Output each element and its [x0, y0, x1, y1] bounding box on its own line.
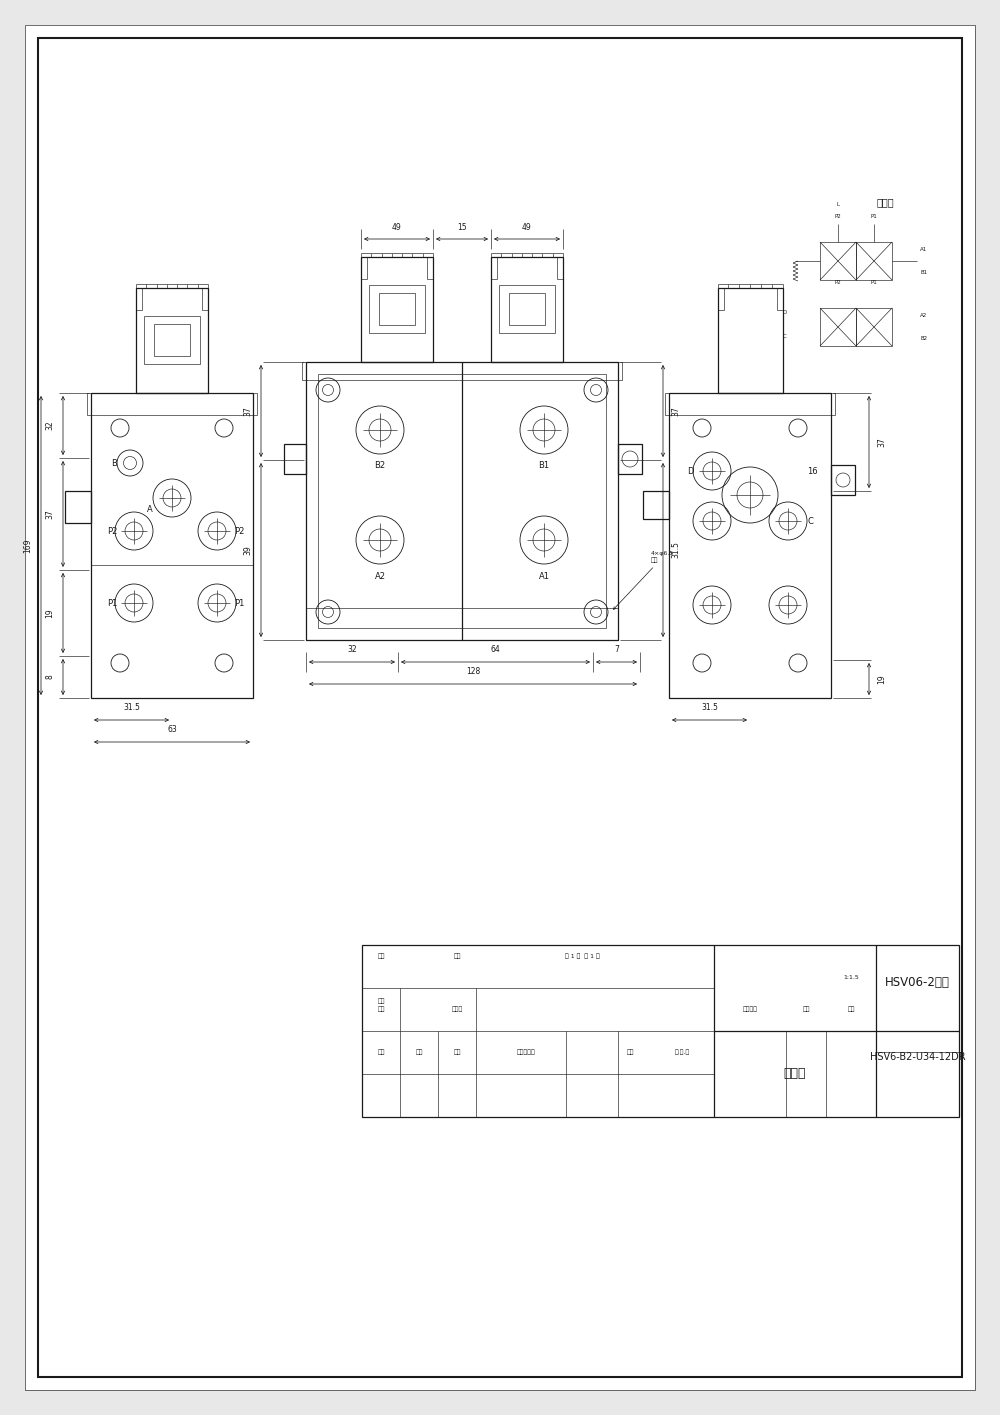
Text: B: B: [111, 458, 117, 467]
Text: 19: 19: [878, 674, 887, 683]
Text: 63: 63: [167, 726, 177, 734]
Bar: [306, 362, 618, 640]
Text: P2: P2: [234, 526, 244, 535]
Text: 64: 64: [491, 645, 500, 655]
Text: P2: P2: [835, 214, 841, 218]
Text: P2: P2: [835, 280, 841, 284]
Text: 8: 8: [45, 675, 54, 679]
Text: P1: P1: [871, 280, 877, 284]
Bar: [136, 289, 208, 393]
Bar: [718, 289, 782, 393]
Bar: [856, 308, 892, 347]
Text: 32: 32: [347, 645, 357, 655]
Bar: [379, 293, 415, 325]
Text: 审核: 审核: [377, 999, 385, 1005]
Text: 1:1.5: 1:1.5: [843, 975, 859, 979]
Bar: [820, 242, 856, 280]
Text: A1: A1: [538, 572, 550, 580]
Text: 4×φ6.5
通孔: 4×φ6.5 通孔: [613, 552, 674, 610]
Bar: [509, 293, 545, 325]
Bar: [362, 945, 959, 1116]
Bar: [665, 393, 835, 415]
Text: D: D: [783, 310, 787, 314]
Bar: [369, 284, 425, 333]
Text: 签名: 签名: [626, 1050, 634, 1056]
Text: 比例: 比例: [847, 1006, 855, 1012]
Text: A1: A1: [920, 248, 928, 252]
Text: 批准: 批准: [453, 952, 461, 958]
Text: P2: P2: [107, 526, 117, 535]
Text: HSV06-2联阀: HSV06-2联阀: [885, 976, 950, 989]
Text: A2: A2: [920, 313, 928, 318]
Text: HSV6-B2-U34-12DR: HSV6-B2-U34-12DR: [870, 1051, 965, 1061]
Text: 共 1 张  第 1 张: 共 1 张 第 1 张: [565, 952, 599, 958]
Bar: [318, 374, 606, 628]
Text: 重量: 重量: [802, 1006, 810, 1012]
Text: B2: B2: [374, 461, 386, 471]
Bar: [65, 491, 91, 522]
Text: 37: 37: [672, 406, 680, 416]
Text: B1: B1: [538, 461, 550, 471]
Bar: [618, 444, 642, 474]
Bar: [91, 393, 253, 698]
Bar: [491, 258, 563, 362]
Text: 处数: 处数: [415, 1050, 423, 1056]
Text: 19: 19: [45, 608, 54, 618]
Text: 31.5: 31.5: [123, 703, 140, 713]
Text: 更改文件号: 更改文件号: [517, 1050, 535, 1056]
Text: 49: 49: [522, 222, 532, 232]
Bar: [856, 242, 892, 280]
Text: P1: P1: [871, 214, 877, 218]
Text: A: A: [147, 505, 153, 515]
Text: 169: 169: [23, 538, 32, 553]
Text: 31.5: 31.5: [701, 703, 718, 713]
Bar: [306, 608, 618, 640]
Bar: [820, 308, 856, 347]
Text: 标记: 标记: [377, 1050, 385, 1056]
Text: C: C: [783, 334, 787, 340]
Bar: [361, 258, 433, 362]
Bar: [499, 284, 555, 333]
Bar: [284, 444, 306, 474]
Text: 16: 16: [807, 467, 817, 475]
Text: 37: 37: [45, 509, 54, 519]
Text: B1: B1: [920, 270, 928, 275]
Text: 标准化: 标准化: [451, 1006, 463, 1012]
Text: 阶段标记: 阶段标记: [743, 1006, 758, 1012]
Text: L: L: [837, 201, 840, 207]
Text: 外形图: 外形图: [784, 1067, 806, 1081]
Text: 37: 37: [244, 406, 252, 416]
Bar: [302, 362, 622, 381]
Bar: [144, 316, 200, 364]
Text: 原理图: 原理图: [876, 197, 894, 207]
Text: D: D: [687, 467, 693, 475]
Bar: [643, 491, 669, 519]
Bar: [87, 393, 257, 415]
Bar: [669, 393, 831, 698]
Text: 37: 37: [878, 437, 887, 447]
Text: 39: 39: [244, 545, 252, 555]
Bar: [831, 466, 855, 495]
Text: 工艺: 工艺: [377, 952, 385, 958]
Text: A2: A2: [374, 572, 386, 580]
Text: 15: 15: [457, 222, 467, 232]
Text: 128: 128: [466, 668, 480, 676]
Text: 设计: 设计: [377, 1006, 385, 1012]
Text: B2: B2: [920, 335, 928, 341]
Text: 31.5: 31.5: [672, 542, 680, 559]
Text: 年.月.日: 年.月.日: [674, 1050, 690, 1056]
Text: C: C: [807, 516, 813, 525]
Text: 49: 49: [392, 222, 402, 232]
Text: P1: P1: [234, 599, 244, 607]
Text: 分区: 分区: [453, 1050, 461, 1056]
Text: 32: 32: [45, 420, 54, 430]
Bar: [154, 324, 190, 357]
Text: P1: P1: [107, 599, 117, 607]
Text: 7: 7: [614, 645, 619, 655]
